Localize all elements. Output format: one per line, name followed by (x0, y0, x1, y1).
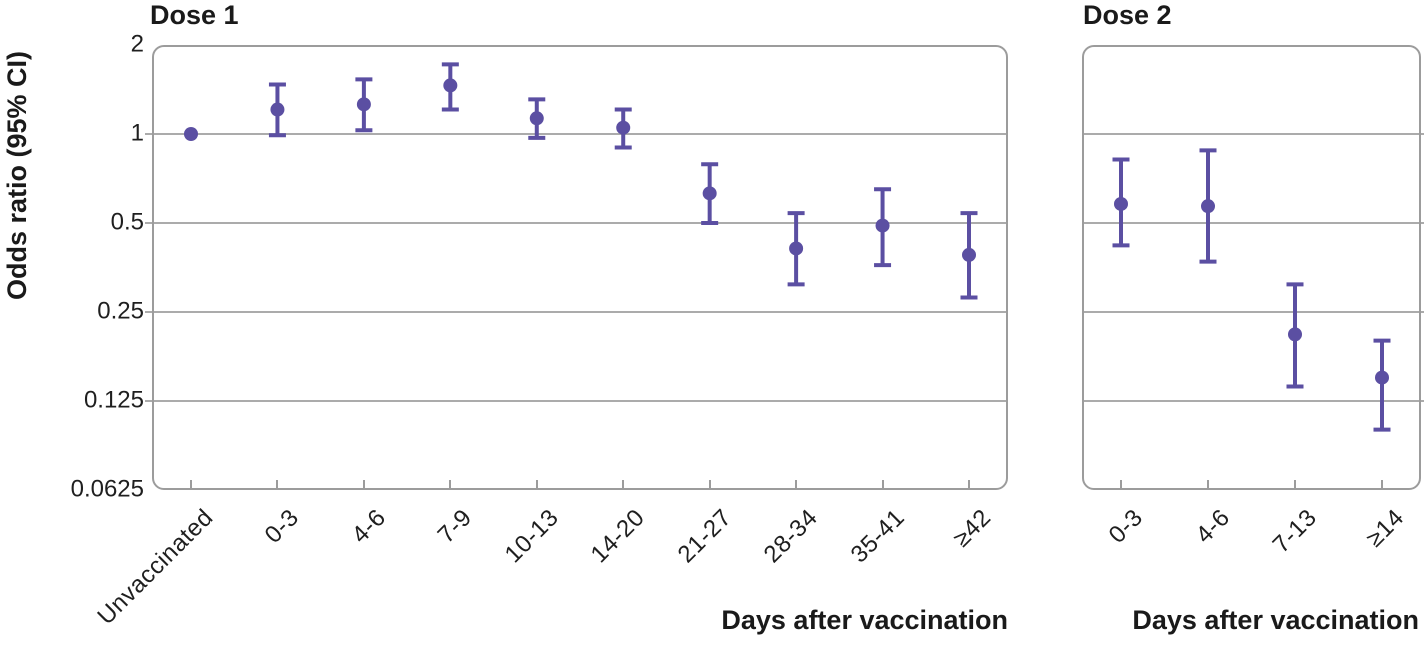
x-axis-tick (190, 480, 192, 488)
x-tick-label: ≥14 (1360, 504, 1410, 553)
or-point-marker (356, 97, 371, 112)
x-tick-label: 10-13 (499, 504, 564, 569)
x-axis-tick (795, 480, 798, 488)
x-axis-title-dose-1: Days after vaccination (721, 605, 1008, 635)
y-axis-label: Odds ratio (95% CI) (2, 50, 33, 300)
x-axis-tick (276, 480, 279, 488)
y-tick-label: 2 (130, 30, 144, 58)
x-axis-tick (449, 480, 452, 488)
x-axis-tick (881, 480, 884, 488)
gridline (145, 133, 1008, 135)
x-tick-label: ≥42 (947, 504, 997, 553)
x-tick-label: 28-34 (758, 504, 824, 569)
x-axis-tick (535, 480, 538, 488)
x-tick-label: 21-27 (672, 504, 737, 569)
x-axis-tick (1120, 480, 1122, 488)
x-axis-tick (622, 480, 625, 488)
x-tick-label: 4-6 (1190, 504, 1236, 549)
or-point-marker (1201, 199, 1215, 214)
or-point-marker (270, 102, 285, 117)
plot-panel (152, 45, 1008, 490)
x-tick-label: 14-20 (586, 504, 651, 569)
points-layer (184, 62, 978, 300)
gridline (145, 311, 1008, 313)
x-axis-tick (708, 480, 711, 488)
gridline (145, 400, 1008, 402)
gridline (1082, 311, 1424, 313)
x-tick-label: 0-3 (1103, 504, 1149, 549)
gridline (1082, 222, 1424, 224)
or-point-marker (789, 241, 804, 256)
or-point-marker (962, 247, 976, 262)
or-point-marker (1114, 196, 1128, 211)
y-tick-label: 0.125 (83, 386, 144, 414)
points-layer (1112, 148, 1391, 432)
gridline (1082, 133, 1424, 135)
x-tick-label: 35-41 (845, 504, 910, 569)
gridline (1082, 400, 1424, 402)
x-axis-tick (1207, 480, 1209, 488)
panel-title-dose-2: Dose 2 (1083, 0, 1172, 30)
y-axis-label-container: Odds ratio (95% CI) (0, 33, 36, 317)
x-tick-label: Unvaccinated (91, 504, 219, 631)
x-axis-tick (968, 480, 970, 488)
x-axis-tick (1294, 480, 1296, 488)
x-tick-label: 7-13 (1267, 504, 1323, 559)
x-axis-title-dose-2: Days after vaccination (1132, 605, 1419, 635)
or-point-marker (529, 111, 544, 126)
y-tick-label: 1 (130, 119, 144, 147)
gridline (145, 222, 1008, 224)
x-tick-label: 0-3 (259, 504, 305, 549)
or-point-marker (702, 186, 717, 201)
or-point-marker (443, 78, 458, 93)
x-axis-tick (1381, 480, 1383, 488)
or-point-marker (1288, 327, 1302, 342)
panel-title-dose-1: Dose 1 (150, 0, 239, 30)
x-axis-tick (362, 480, 365, 488)
y-tick-label: 0.0625 (70, 475, 144, 503)
or-point-marker (875, 218, 890, 233)
y-tick-label: 0.5 (110, 208, 144, 236)
or-point-marker (184, 127, 198, 141)
or-point-marker (1375, 370, 1389, 385)
y-tick-label: 0.25 (97, 297, 144, 325)
x-tick-label: 4-6 (346, 504, 391, 549)
plot-panel (1082, 45, 1421, 490)
or-point-marker (616, 120, 631, 135)
x-tick-label: 7-9 (432, 504, 478, 549)
